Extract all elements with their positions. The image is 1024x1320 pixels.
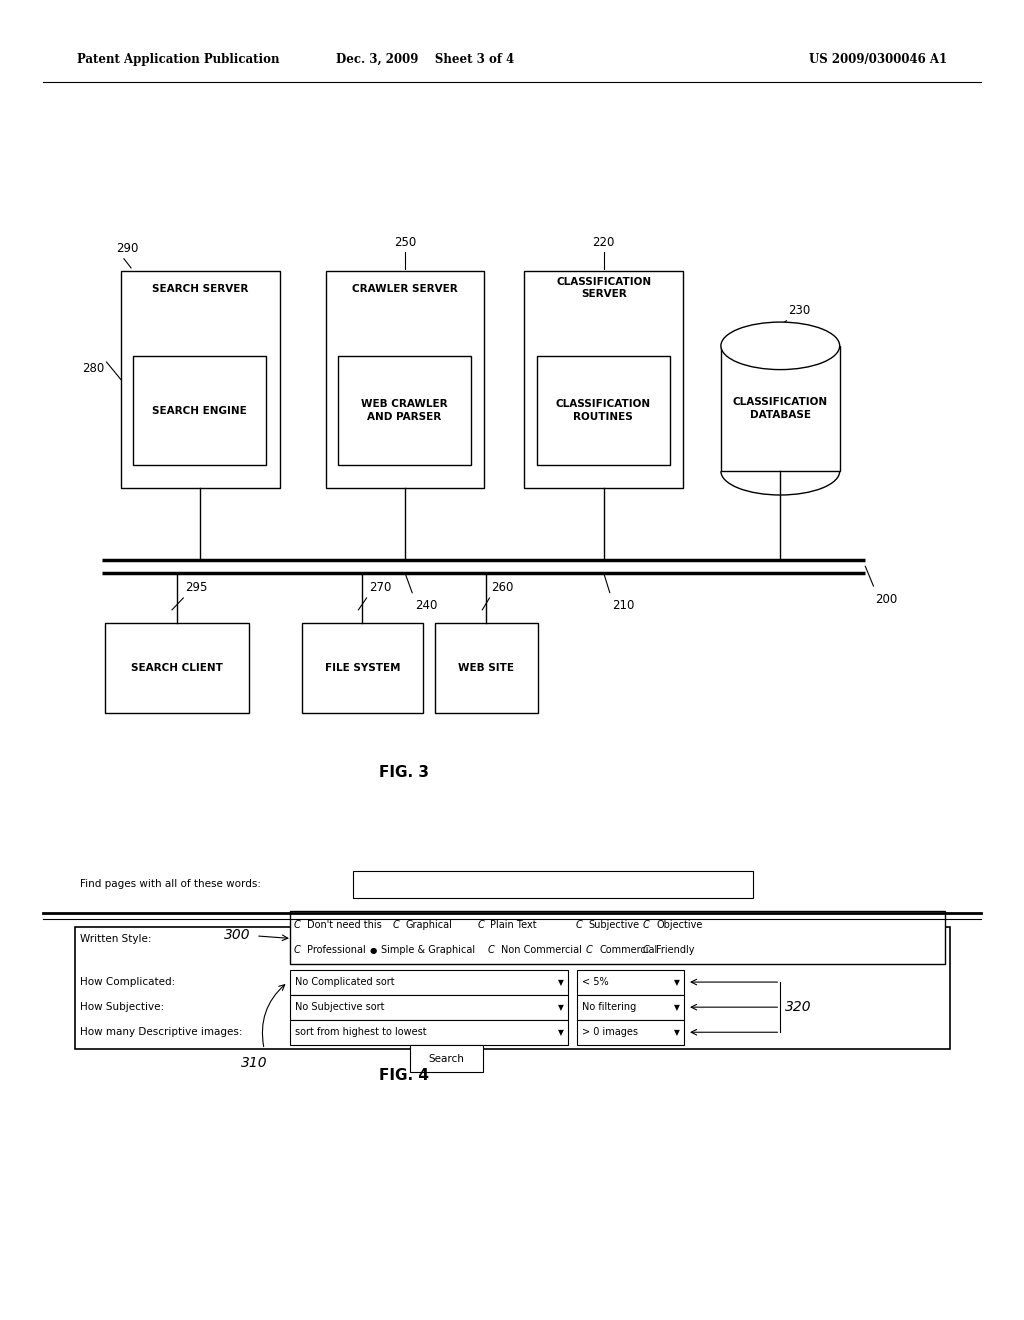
Bar [290, 911, 945, 964]
Text: C: C [392, 920, 399, 931]
Text: FILE SYSTEM: FILE SYSTEM [325, 663, 400, 673]
Text: ●: ● [369, 946, 377, 954]
Text: Objective: Objective [656, 920, 702, 931]
Text: SEARCH ENGINE: SEARCH ENGINE [153, 405, 247, 416]
Bar [353, 871, 753, 898]
Text: ▼: ▼ [674, 978, 680, 986]
Text: 250: 250 [394, 236, 416, 249]
Text: US 2009/0300046 A1: US 2009/0300046 A1 [809, 53, 947, 66]
Text: Plain Text: Plain Text [490, 920, 538, 931]
Bar [75, 927, 950, 1049]
Bar [435, 623, 538, 713]
Text: ▼: ▼ [674, 1003, 680, 1011]
Text: SEARCH CLIENT: SEARCH CLIENT [131, 663, 223, 673]
Text: ▼: ▼ [558, 1003, 564, 1011]
Text: No Complicated sort: No Complicated sort [295, 977, 394, 987]
Text: WEB SITE: WEB SITE [459, 663, 514, 673]
Bar [326, 271, 484, 488]
Text: ▼: ▼ [558, 1028, 564, 1036]
Text: Friendly: Friendly [656, 945, 695, 956]
Text: 270: 270 [369, 581, 391, 594]
Text: FIG. 4: FIG. 4 [380, 1068, 429, 1084]
Text: Don't need this: Don't need this [307, 920, 382, 931]
Text: CRAWLER SERVER: CRAWLER SERVER [352, 284, 458, 294]
Bar [290, 995, 568, 1020]
Text: C: C [294, 945, 301, 956]
Text: Commercial: Commercial [599, 945, 657, 956]
Text: 310: 310 [241, 1056, 267, 1071]
Text: 290: 290 [116, 242, 138, 255]
Text: C: C [487, 945, 495, 956]
Ellipse shape [721, 322, 840, 370]
Text: Dec. 3, 2009    Sheet 3 of 4: Dec. 3, 2009 Sheet 3 of 4 [336, 53, 514, 66]
Bar [290, 969, 568, 995]
Text: > 0 images: > 0 images [582, 1027, 638, 1038]
Text: 220: 220 [593, 236, 614, 249]
Text: Find pages with all of these words:: Find pages with all of these words: [80, 879, 261, 890]
Text: No Subjective sort: No Subjective sort [295, 1002, 384, 1012]
Text: CLASSIFICATION
SERVER: CLASSIFICATION SERVER [556, 277, 651, 298]
Bar [410, 1045, 483, 1072]
Text: CLASSIFICATION
ROUTINES: CLASSIFICATION ROUTINES [556, 400, 650, 421]
Text: No filtering: No filtering [582, 1002, 636, 1012]
Text: 200: 200 [876, 593, 898, 606]
Text: 240: 240 [416, 599, 437, 612]
Text: Written Style:: Written Style: [80, 933, 152, 944]
Bar [577, 995, 684, 1020]
Text: < 5%: < 5% [582, 977, 608, 987]
Text: 295: 295 [185, 581, 208, 594]
Text: C: C [643, 945, 650, 956]
Bar [577, 969, 684, 995]
Text: Subjective: Subjective [589, 920, 640, 931]
Text: C: C [643, 920, 650, 931]
Text: C: C [477, 920, 484, 931]
Text: 280: 280 [82, 362, 104, 375]
Bar [302, 623, 423, 713]
Text: WEB CRAWLER
AND PARSER: WEB CRAWLER AND PARSER [361, 400, 447, 421]
Text: How many Descriptive images:: How many Descriptive images: [80, 1027, 243, 1038]
Text: sort from highest to lowest: sort from highest to lowest [295, 1027, 427, 1038]
Text: Patent Application Publication: Patent Application Publication [77, 53, 280, 66]
Text: 210: 210 [612, 599, 634, 612]
Bar [133, 356, 266, 465]
Text: 230: 230 [788, 304, 811, 317]
Bar [338, 356, 471, 465]
Bar [121, 271, 280, 488]
Text: CLASSIFICATION
DATABASE: CLASSIFICATION DATABASE [733, 397, 827, 420]
Text: How Complicated:: How Complicated: [80, 977, 175, 987]
Text: FIG. 3: FIG. 3 [380, 764, 429, 780]
Text: Search: Search [428, 1053, 465, 1064]
Text: Simple & Graphical: Simple & Graphical [381, 945, 475, 956]
Bar [524, 271, 683, 488]
Text: How Subjective:: How Subjective: [80, 1002, 164, 1012]
Text: 320: 320 [785, 1001, 812, 1014]
Text: ▼: ▼ [674, 1028, 680, 1036]
Bar [537, 356, 670, 465]
Text: Non Commercial: Non Commercial [501, 945, 582, 956]
Bar [290, 1020, 568, 1045]
Text: 260: 260 [492, 581, 514, 594]
Text: C: C [586, 945, 593, 956]
Text: 300: 300 [224, 928, 251, 941]
Text: SEARCH SERVER: SEARCH SERVER [152, 284, 249, 294]
Bar [577, 1020, 684, 1045]
Text: ▼: ▼ [558, 978, 564, 986]
Text: C: C [294, 920, 301, 931]
Text: C: C [575, 920, 583, 931]
Bar [721, 346, 840, 471]
Bar [105, 623, 249, 713]
Text: Professional: Professional [307, 945, 366, 956]
Text: Graphical: Graphical [406, 920, 453, 931]
